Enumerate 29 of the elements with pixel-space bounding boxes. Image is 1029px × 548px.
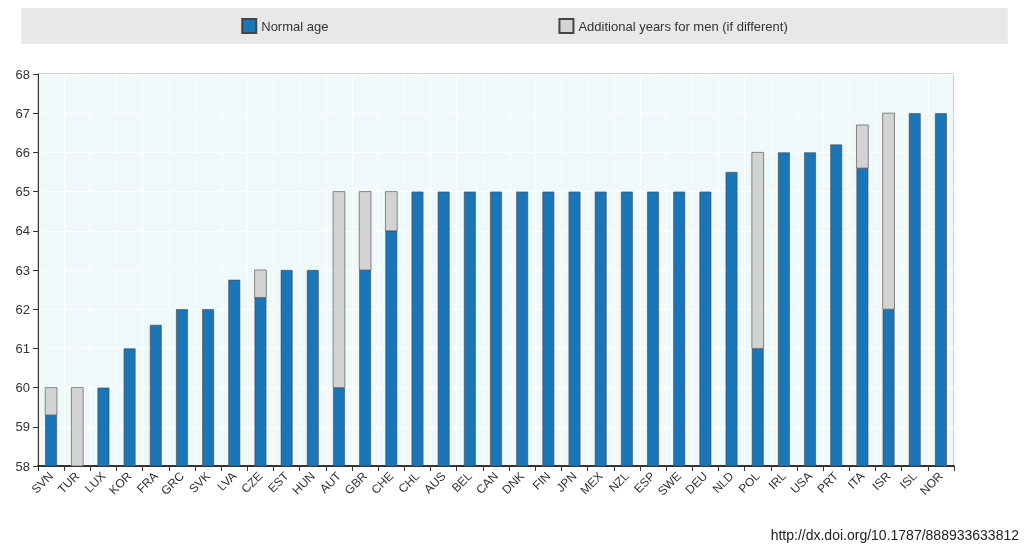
y-tick-label: 58 [15,458,30,474]
x-tick-label: FRA [133,469,161,496]
x-tick-label: IRL [765,468,790,493]
x-tick-label: USA [787,469,816,497]
x-tick-label: ITA [844,469,868,492]
y-tick-label: 65 [15,184,30,200]
x-tick-label: POL [735,468,763,496]
x-tick-label: NZL [605,468,633,495]
x-tick-label: TUR [54,468,83,497]
legend-label: Additional years for men (if different) [578,18,788,34]
y-tick-label: 63 [15,262,30,278]
y-tick-label: 67 [15,105,30,121]
y-tick-label: 62 [15,301,30,317]
y-tick-label: 60 [15,380,30,396]
x-tick-label: FIN [529,469,554,493]
y-tick-label: 66 [15,144,30,160]
x-tick-label: LVA [214,469,240,494]
text: http://dx.doi.org/10.1787/888933633812 [770,527,1020,543]
x-tick-label: ISL [897,468,920,492]
y-tick-label: 64 [15,223,30,239]
x-tick-label: CHL [395,468,423,496]
x-tick-label: ISR [869,468,894,494]
legend-label: Normal age [261,18,329,34]
x-tick-label: JPN [553,469,580,495]
y-tick-label: 68 [15,66,30,82]
x-tick-label: BEL [448,468,476,495]
x-tick-label: NLD [709,468,737,496]
y-tick-label: 61 [15,340,30,356]
y-tick-label: 59 [15,419,30,435]
